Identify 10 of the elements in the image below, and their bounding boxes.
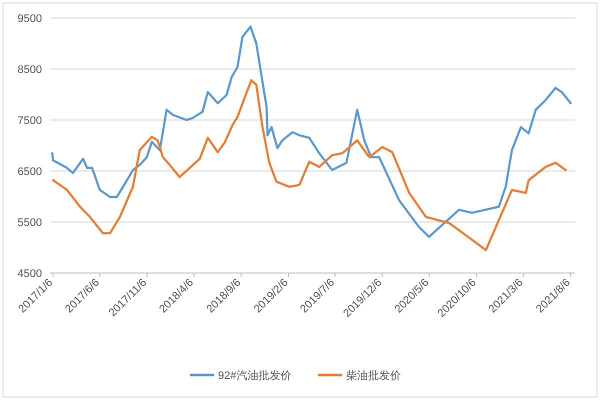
line-series [51,26,572,238]
legend-label: 92#汽油批发价 [218,369,292,382]
legend-label: 柴油批发价 [346,369,401,382]
y-tick-label: 6500 [18,166,42,178]
y-tick-label: 8500 [18,64,42,76]
y-tick-label: 5500 [18,217,42,229]
line-series [52,79,567,252]
y-tick-label: 4500 [18,268,42,280]
y-tick-label: 7500 [18,115,42,127]
y-tick-label: 9500 [18,13,42,25]
